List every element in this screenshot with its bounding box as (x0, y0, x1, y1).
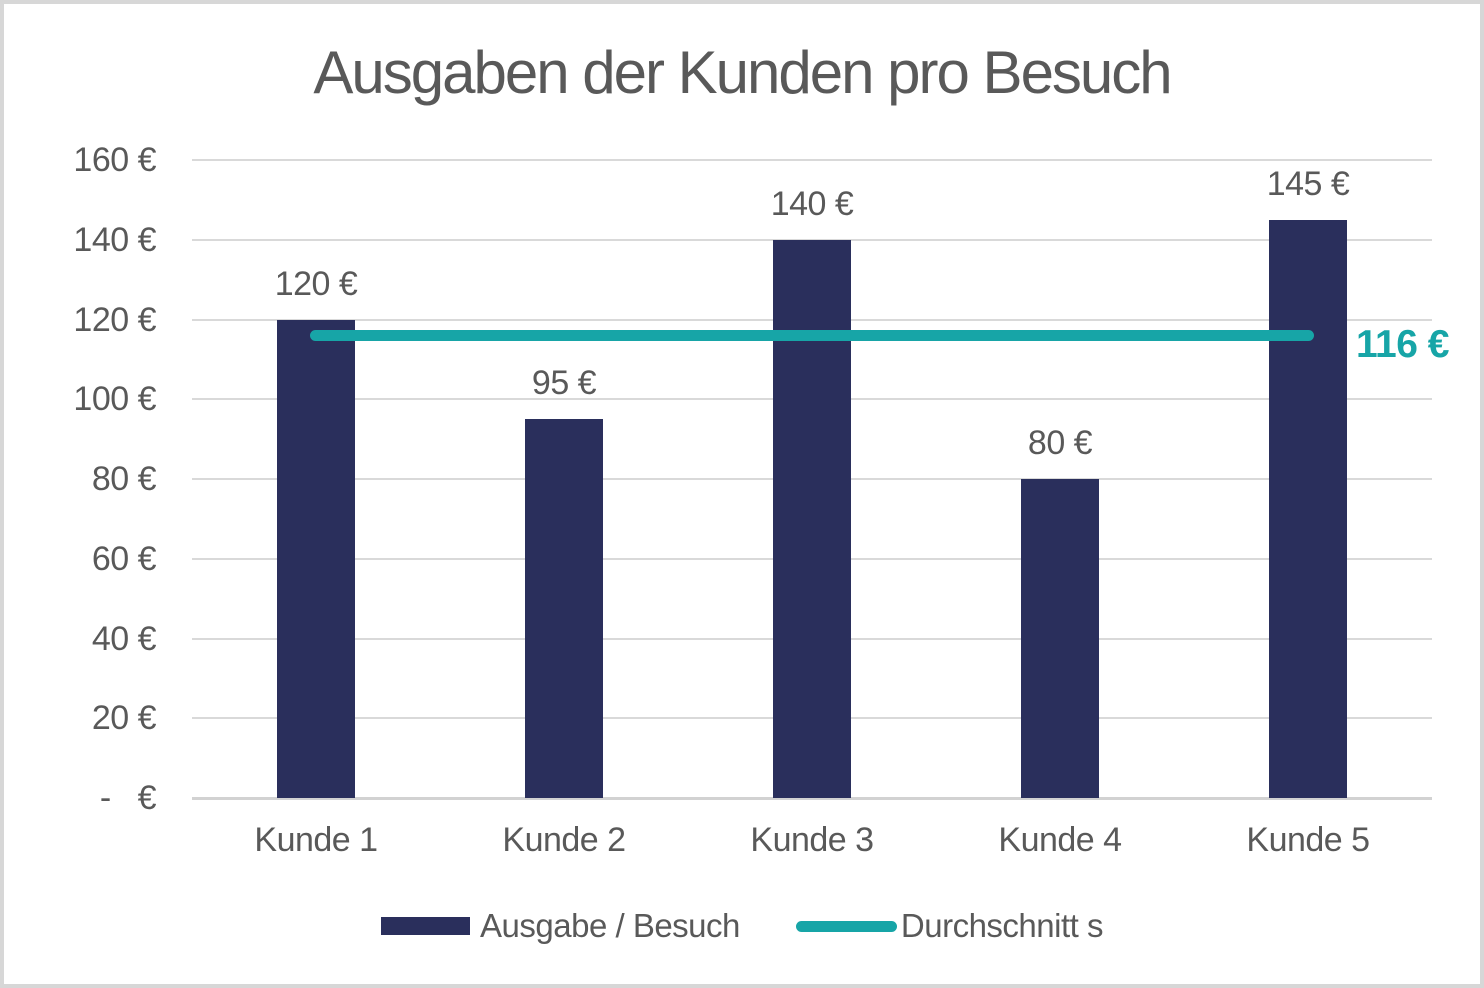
average-line (310, 330, 1314, 342)
bar-kunde-1 (277, 319, 355, 798)
chart-title: Ausgaben der Kunden pro Besuch (313, 39, 1172, 106)
legend-item-durchschnitt: Durchschnitt s (795, 907, 1104, 945)
data-label: 145 € (1266, 164, 1350, 203)
x-axis-category-label: Kunde 1 (254, 821, 378, 859)
y-axis-tick-label: 60 € (91, 539, 157, 578)
line-series-swatch-icon (795, 920, 897, 932)
y-gridline (192, 159, 1432, 161)
y-gridline (192, 797, 1432, 800)
data-label: 120 € (274, 264, 358, 303)
legend-label: Durchschnitt s (900, 907, 1104, 944)
y-axis-tick-label: 80 € (91, 460, 157, 498)
y-axis-tick-label: 160 € (73, 141, 156, 179)
bar-kunde-5 (1269, 219, 1347, 798)
data-label: 95 € (531, 364, 597, 403)
data-label: 80 € (1027, 424, 1093, 462)
x-axis-category-label: Kunde 5 (1246, 821, 1370, 859)
y-axis-tick-label: - € (99, 779, 157, 817)
y-axis-tick-label: 20 € (91, 699, 157, 738)
bar-kunde-3 (773, 239, 851, 798)
y-axis-tick-label: 120 € (73, 300, 156, 339)
y-axis-tick-label: 100 € (73, 380, 156, 419)
y-axis-tick-label: 140 € (73, 220, 156, 259)
legend: Ausgabe / Besuch Durchschnitt s (0, 903, 1484, 949)
bar-kunde-4 (1021, 479, 1099, 798)
average-value-label: 116 € (1356, 323, 1449, 366)
legend-item-ausgabe: Ausgabe / Besuch (381, 907, 740, 945)
bar-kunde-2 (525, 419, 603, 798)
x-axis-category-label: Kunde 3 (750, 821, 874, 859)
legend-label: Ausgabe / Besuch (480, 907, 740, 944)
x-axis-category-label: Kunde 4 (998, 821, 1122, 859)
bar-series-swatch-icon (381, 917, 471, 935)
y-axis-tick-label: 40 € (91, 619, 157, 658)
data-label: 140 € (770, 184, 854, 223)
x-axis-category-label: Kunde 2 (502, 821, 626, 859)
